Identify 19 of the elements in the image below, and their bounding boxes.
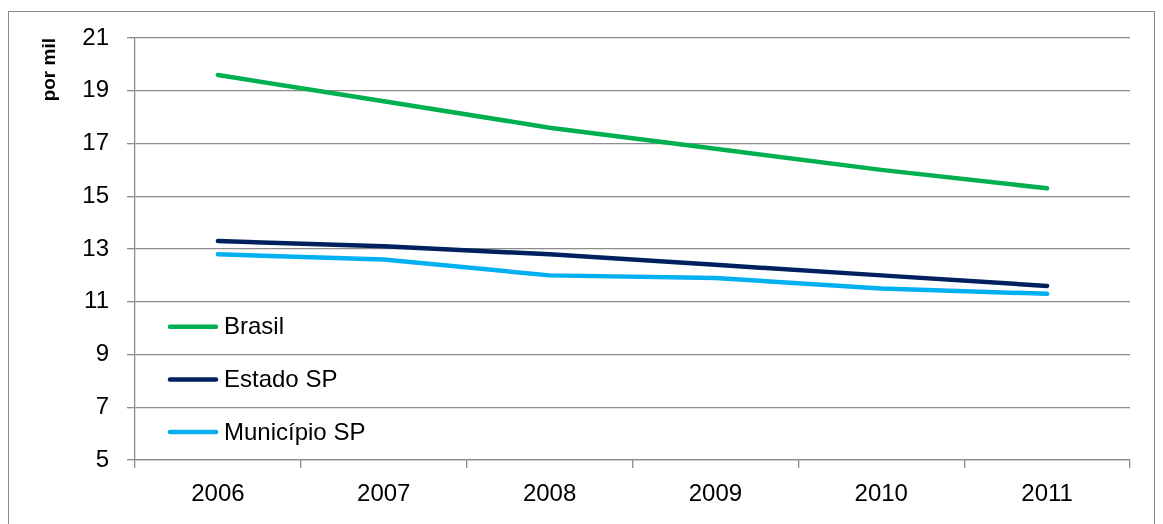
x-tick-label: 2010 <box>854 479 908 507</box>
x-tick-label: 2008 <box>522 479 577 507</box>
x-tick-label: 2009 <box>688 479 743 507</box>
y-tick-label: 17 <box>82 128 109 156</box>
y-tick-label: 21 <box>82 22 109 50</box>
x-tick-label: 2007 <box>357 479 411 507</box>
x-tick-label: 2006 <box>191 479 245 507</box>
y-axis-title: por mil <box>37 38 59 102</box>
y-tick-label: 9 <box>95 339 109 367</box>
y-tick-label: 13 <box>82 233 109 261</box>
y-tick-label: 19 <box>82 75 109 103</box>
y-tick-label: 7 <box>95 391 109 419</box>
x-tick-label: 2011 <box>1021 479 1073 507</box>
legend-label: Brasil <box>224 312 285 340</box>
y-tick-label: 5 <box>95 444 109 472</box>
legend-label: Município SP <box>224 417 366 445</box>
y-tick-label: 15 <box>82 180 109 208</box>
legend-label: Estado SP <box>224 365 338 393</box>
y-tick-label: 11 <box>84 286 109 314</box>
